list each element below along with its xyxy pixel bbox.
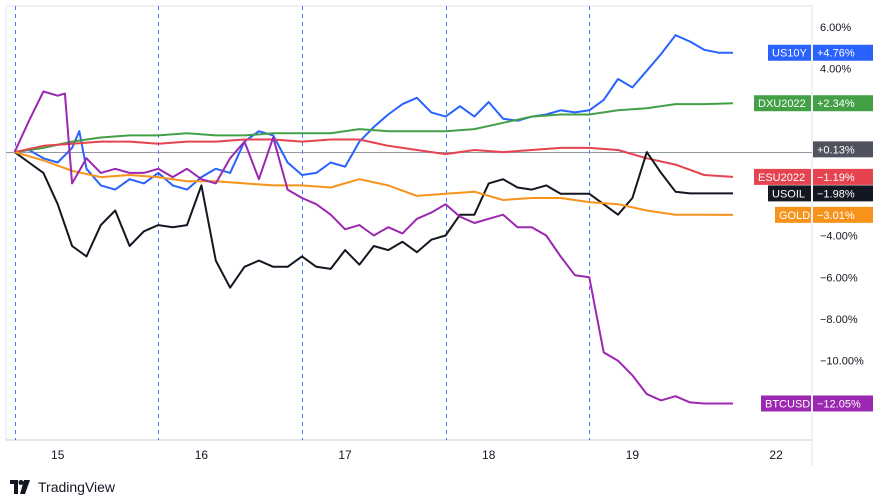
series-esu2022-badge-bg — [813, 168, 873, 185]
tradingview-logo-icon[interactable] — [10, 480, 32, 494]
series-dxu2022-badge-bg — [813, 95, 873, 112]
x-tick-label: 22 — [769, 448, 783, 462]
series-us10y-badge-value: +4.76% — [817, 48, 855, 60]
x-tick-label: 18 — [482, 448, 496, 462]
y-tick-label: 6.00% — [820, 22, 851, 34]
series-gold-badge-bg — [813, 206, 873, 223]
series-name-tag-us10y — [768, 44, 811, 61]
series-gold-badge-value: −3.01% — [817, 210, 855, 222]
series-esu2022-badge-value: −1.19% — [817, 172, 855, 184]
series-dxu2022-badge-value: +2.34% — [817, 98, 855, 110]
series-btcusd-badge-bg — [813, 395, 873, 412]
y-tick-label: −10.00% — [820, 356, 864, 368]
series-name-tag-esu2022 — [754, 168, 811, 185]
brand-label[interactable]: TradingView — [38, 479, 116, 495]
y-tick-label: −6.00% — [820, 272, 858, 284]
series-name-tag-text: USOIL — [772, 188, 805, 200]
x-tick-label: 19 — [626, 448, 640, 462]
series-name-tag-text: DXU2022 — [758, 98, 806, 110]
series-name-tag-btcusd — [761, 395, 811, 412]
series-name-tag-text: US10Y — [772, 48, 808, 60]
y-tick-label: 4.00% — [820, 64, 851, 76]
series-name-tag-dxu2022 — [754, 95, 811, 112]
chart-svg[interactable]: 15 16 17 18 19 22 6.00% 4.00% −4.00% −6.00% −8.00%… — [0, 0, 886, 476]
y-tick-label: −8.00% — [820, 314, 858, 326]
series-name-tag-text: GOLD — [779, 210, 810, 222]
series-name-tag-text: BTCUSD — [765, 398, 810, 410]
series-line-esu2022 — [14, 138, 734, 178]
series-name-tag-text: ESU2022 — [758, 172, 805, 184]
series-name-tag-usoil — [768, 185, 811, 202]
series-btcusd-badge-value: −12.05% — [817, 398, 861, 410]
series-name-tag-gold — [775, 206, 811, 223]
series-line-gold — [14, 151, 734, 216]
series-line-btcusd — [13, 90, 733, 405]
plot-frame — [5, 5, 813, 441]
series-usoil-badge-value: −1.98% — [817, 188, 855, 200]
series-line-dxu2022 — [14, 102, 734, 154]
last-price-badge-bg — [813, 141, 873, 158]
last-price-badge-value: +0.13% — [817, 144, 855, 156]
series-line-usoil — [14, 151, 733, 289]
footer: TradingView — [10, 476, 115, 498]
y-tick-label: −4.00% — [820, 231, 858, 243]
x-tick-label: 16 — [195, 448, 209, 462]
x-tick-label: 17 — [338, 448, 352, 462]
series-us10y-badge-bg — [813, 44, 873, 61]
series-line-us10y — [14, 34, 733, 191]
series-usoil-badge-bg — [813, 185, 873, 202]
x-tick-label: 15 — [51, 448, 65, 462]
